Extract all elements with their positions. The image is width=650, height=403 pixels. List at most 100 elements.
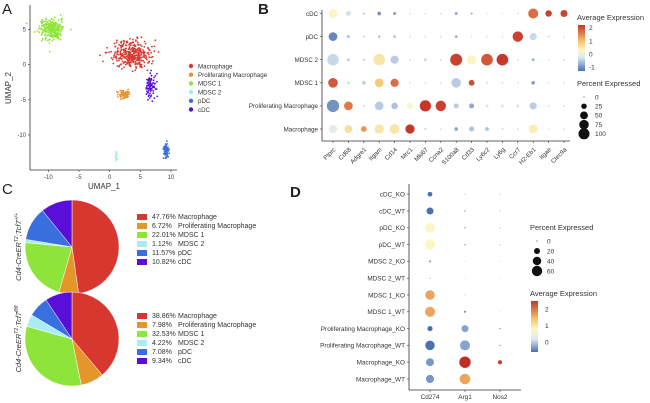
umap-point [47, 39, 50, 41]
umap-point [146, 78, 148, 81]
immuno-dotplot-dot [425, 374, 435, 384]
immuno-color-legend-bar [531, 301, 538, 352]
immuno-dotplot-dot [499, 327, 501, 330]
marker-dotplot-dot [516, 12, 519, 15]
umap-point [124, 44, 127, 46]
umap-point [128, 64, 131, 66]
umap-point [154, 75, 157, 77]
umap-point [113, 56, 115, 59]
marker-dotplot-dot [362, 12, 365, 15]
umap-point [135, 40, 137, 42]
umap-point [53, 22, 56, 24]
umap-point [137, 53, 140, 55]
umap-point [136, 59, 138, 61]
umap-point [132, 55, 135, 58]
umap-point [120, 68, 123, 70]
immuno-dotplot-dot [429, 277, 431, 279]
umap-point [53, 19, 55, 21]
marker-dotplot-dot [377, 35, 381, 38]
umap-point [142, 59, 145, 62]
marker-dotplot-dot [439, 81, 442, 84]
marker-dotplot-x-label: Itgam [368, 146, 384, 162]
umap-point [145, 88, 148, 90]
umap-point [114, 51, 117, 53]
immuno-size-legend-dot [532, 256, 542, 266]
immuno-dotplot-dot [499, 210, 501, 212]
marker-size-legend-label: 25 [595, 104, 603, 111]
umap-point [140, 56, 143, 59]
marker-dotplot-dot [516, 58, 519, 61]
umap-legend-swatch [188, 98, 194, 104]
pie-legend-name: Proliferating Macrophage [178, 223, 256, 230]
marker-dotplot-dot [424, 127, 427, 131]
marker-dotplot-dot [496, 53, 509, 66]
umap-point [47, 24, 50, 27]
immuno-dotplot-dot [499, 311, 501, 313]
immuno-size-legend-dot [533, 247, 541, 255]
pie-genotype-label-part: T2 [14, 236, 20, 242]
marker-dotplot-dot [406, 102, 414, 110]
umap-point [148, 94, 151, 96]
marker-dotplot-dot [547, 128, 550, 130]
marker-size-legend-title: Percent Expressed [577, 79, 640, 88]
umap-y-label: UMAP_2 [4, 71, 13, 104]
umap-y-tick-label: 0 [23, 63, 27, 69]
umap-point [110, 57, 113, 59]
umap-point [117, 53, 120, 56]
umap-point [140, 36, 143, 39]
pie-legend-percent: 32.53% [152, 331, 176, 338]
umap-point [136, 41, 139, 44]
immuno-dotplot-dot [425, 222, 435, 233]
marker-dotplot-x-label: H2-Eb1 [518, 146, 538, 166]
marker-size-legend-dot [579, 119, 589, 130]
marker-dotplot-dot [409, 12, 411, 15]
umap-point [48, 28, 50, 31]
umap-point [115, 39, 118, 42]
pie-legend-percent: 7.98% [152, 322, 172, 329]
umap-point [52, 28, 55, 31]
umap-point [132, 41, 135, 44]
pie-genotype-label-part: fl/fl [14, 305, 20, 312]
pie-slice [71, 291, 120, 376]
marker-size-legend-dot [583, 96, 585, 98]
umap-point [53, 35, 55, 38]
umap-x-tick-label: -5 [76, 175, 82, 181]
umap-point [164, 146, 167, 149]
umap-point [120, 42, 123, 44]
umap-point [128, 93, 131, 95]
umap-point [44, 33, 47, 35]
umap-point [155, 88, 158, 90]
umap-point [156, 95, 159, 98]
marker-dotplot-dot [346, 58, 350, 62]
marker-dotplot-dot [424, 12, 427, 15]
umap-legend-swatch [188, 63, 194, 69]
umap-legend-label: Proliferating Macrophage [198, 72, 268, 79]
marker-dotplot-dot [563, 128, 565, 130]
pie-legend-percent: 22.01% [152, 232, 176, 239]
umap-point [138, 47, 140, 49]
pie-legend-swatch [137, 250, 147, 256]
immuno-dotplot-dot [425, 290, 435, 300]
immuno-dotplot-dot [427, 326, 433, 332]
marker-dotplot-dot [547, 35, 550, 38]
marker-dotplot-dot [529, 33, 537, 41]
umap-point [146, 81, 149, 84]
marker-dotplot-x-label: Adgre1 [349, 146, 368, 165]
umap-point [58, 26, 61, 29]
umap-point [49, 32, 52, 35]
umap-point [51, 21, 54, 23]
umap-point [152, 85, 155, 87]
pie-legend-name: MDSC 2 [178, 340, 205, 347]
umap-point [130, 59, 133, 62]
pie-legend-swatch [137, 322, 147, 328]
pie-genotype-label: Cd4-CreERT2;Tcf7+/+ [14, 213, 23, 281]
umap-point [51, 36, 54, 39]
immuno-dotplot-y-label: cDC_WT [379, 208, 405, 215]
pie-legend-swatch [137, 358, 147, 364]
umap-legend-label: MDSC 2 [198, 89, 222, 96]
pie-slice [42, 199, 73, 248]
umap-point [167, 146, 169, 149]
immuno-dotplot-dot [459, 373, 471, 385]
immuno-color-legend-title: Average Expression [530, 289, 597, 298]
umap-point [51, 34, 53, 37]
